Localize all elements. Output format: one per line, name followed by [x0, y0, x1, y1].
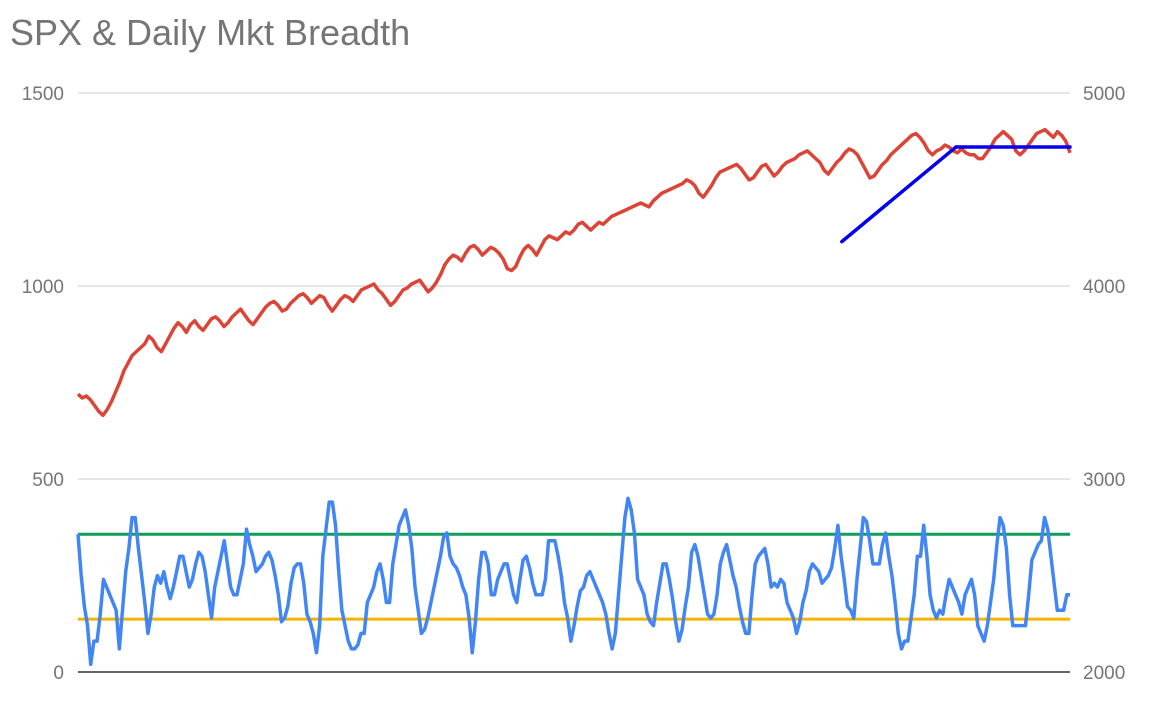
left-tick-label: 1000	[22, 277, 64, 298]
left-tick-label: 500	[32, 470, 64, 491]
left-tick-label: 1500	[22, 84, 64, 105]
trend-line	[840, 145, 958, 244]
right-tick-label: 4000	[1083, 277, 1125, 298]
right-tick-label: 3000	[1083, 470, 1125, 491]
breadth-series-line	[76, 496, 1070, 667]
right-tick-label: 5000	[1083, 84, 1125, 105]
chart-title: SPX & Daily Mkt Breadth	[10, 12, 411, 53]
right-tick-label: 2000	[1083, 663, 1125, 684]
spx-series-line	[76, 127, 1072, 418]
left-tick-label: 0	[53, 663, 64, 684]
